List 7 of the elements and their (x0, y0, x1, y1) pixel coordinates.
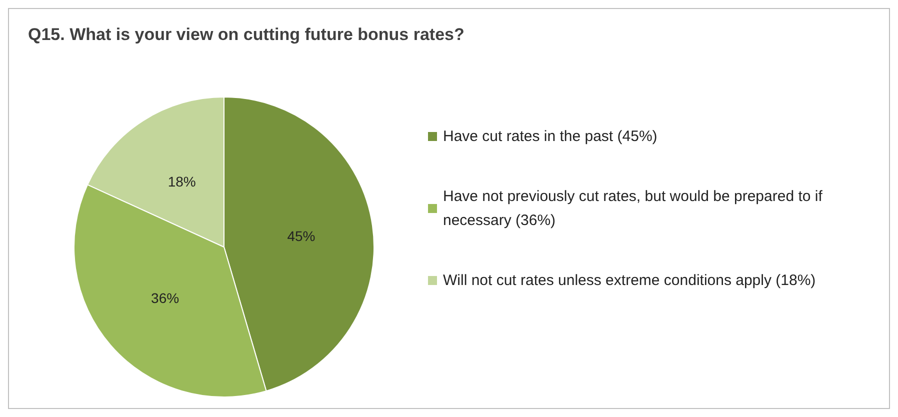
data-label: 45% (287, 228, 316, 244)
legend-label: Will not cut rates unless extreme conditions apply (18%) (443, 272, 816, 289)
data-label: 18% (168, 173, 196, 190)
legend-label: Have cut rates in the past (45%) (443, 128, 658, 145)
chart-title: Q15. What is your view on cutting future bonus rates? (28, 25, 464, 44)
legend-label: Have not previously cut rates, but would be prepared to if necessary (36%) (443, 188, 827, 229)
data-label: 36% (151, 290, 180, 306)
